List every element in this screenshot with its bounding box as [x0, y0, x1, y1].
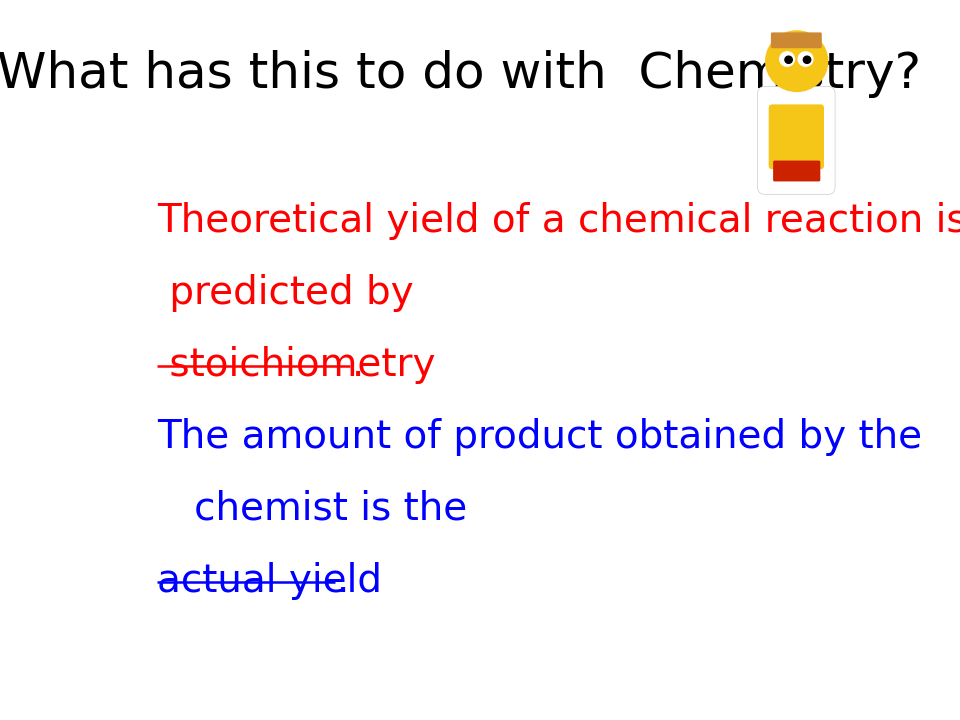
- Circle shape: [766, 31, 828, 91]
- Circle shape: [780, 52, 795, 66]
- Text: .: .: [337, 562, 348, 600]
- FancyBboxPatch shape: [771, 32, 822, 48]
- FancyBboxPatch shape: [773, 161, 820, 181]
- Text: The amount of product obtained by the: The amount of product obtained by the: [156, 418, 922, 456]
- Circle shape: [785, 56, 792, 63]
- FancyBboxPatch shape: [757, 86, 835, 194]
- FancyBboxPatch shape: [769, 104, 824, 169]
- Circle shape: [804, 56, 811, 63]
- Text: chemist is the: chemist is the: [156, 490, 467, 528]
- Text: predicted by: predicted by: [156, 274, 414, 312]
- Text: What has this to do with  Chemistry?: What has this to do with Chemistry?: [0, 50, 921, 99]
- Circle shape: [798, 52, 813, 66]
- Text: .: .: [351, 346, 364, 384]
- Text: Theoretical yield of a chemical reaction is: Theoretical yield of a chemical reaction…: [156, 202, 960, 240]
- Text: stoichiometry: stoichiometry: [156, 346, 435, 384]
- Text: actual yield: actual yield: [156, 562, 382, 600]
